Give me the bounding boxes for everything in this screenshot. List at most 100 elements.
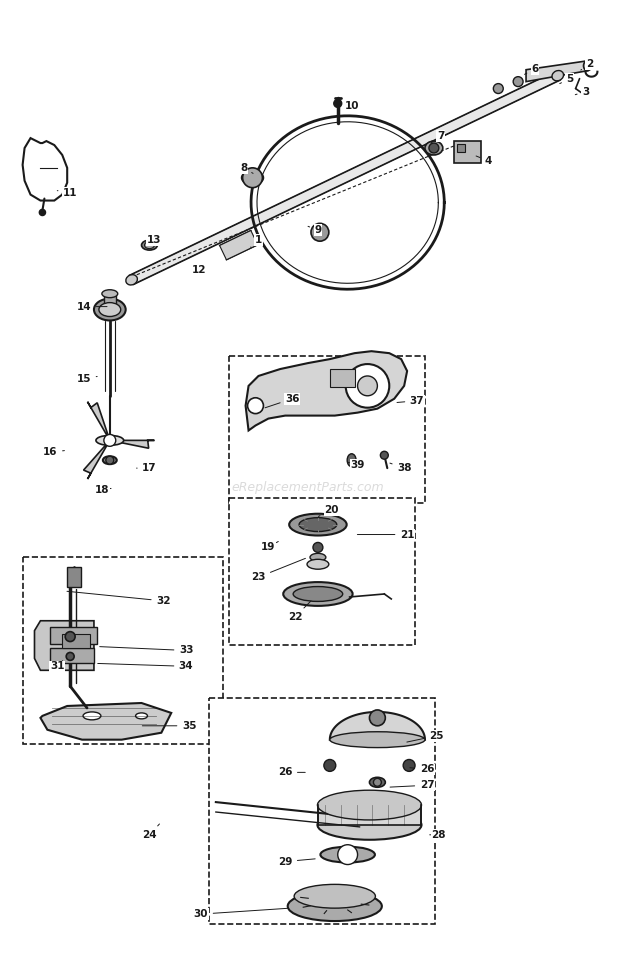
Ellipse shape bbox=[294, 884, 375, 908]
Ellipse shape bbox=[307, 559, 329, 569]
Bar bbox=[229, 356, 425, 503]
Ellipse shape bbox=[330, 732, 425, 748]
Text: 14: 14 bbox=[77, 302, 107, 311]
Polygon shape bbox=[50, 627, 97, 644]
Text: 32: 32 bbox=[67, 591, 170, 606]
Text: 10: 10 bbox=[338, 101, 359, 112]
Text: 6: 6 bbox=[525, 64, 539, 74]
Bar bbox=[330, 369, 355, 387]
Ellipse shape bbox=[283, 582, 353, 606]
Ellipse shape bbox=[102, 290, 118, 298]
Text: 27: 27 bbox=[390, 780, 434, 790]
Ellipse shape bbox=[288, 892, 382, 921]
Text: 9: 9 bbox=[308, 226, 322, 235]
Text: 5: 5 bbox=[560, 73, 574, 84]
Circle shape bbox=[65, 631, 75, 642]
Circle shape bbox=[429, 143, 439, 153]
Circle shape bbox=[66, 653, 74, 660]
Ellipse shape bbox=[242, 171, 264, 185]
Circle shape bbox=[334, 99, 342, 107]
Ellipse shape bbox=[370, 777, 385, 788]
Text: 28: 28 bbox=[430, 830, 446, 840]
Text: 37: 37 bbox=[397, 396, 424, 406]
Circle shape bbox=[494, 84, 503, 94]
Polygon shape bbox=[246, 351, 407, 431]
Text: 33: 33 bbox=[100, 646, 193, 656]
Text: 23: 23 bbox=[251, 558, 306, 582]
Bar bbox=[457, 144, 464, 152]
Bar bbox=[454, 141, 482, 163]
Text: 21: 21 bbox=[357, 529, 414, 540]
Text: 35: 35 bbox=[143, 721, 197, 731]
Text: 18: 18 bbox=[95, 485, 111, 495]
Polygon shape bbox=[22, 138, 67, 201]
Circle shape bbox=[513, 77, 523, 87]
Circle shape bbox=[242, 168, 262, 188]
Bar bbox=[67, 567, 81, 587]
Circle shape bbox=[338, 844, 358, 865]
Circle shape bbox=[313, 543, 323, 552]
Text: 4: 4 bbox=[476, 156, 492, 166]
Ellipse shape bbox=[126, 275, 138, 285]
Ellipse shape bbox=[347, 454, 356, 467]
Circle shape bbox=[346, 364, 389, 408]
Circle shape bbox=[104, 435, 116, 446]
Circle shape bbox=[403, 760, 415, 771]
Circle shape bbox=[373, 778, 381, 787]
Polygon shape bbox=[219, 230, 258, 259]
Bar bbox=[104, 294, 116, 308]
Ellipse shape bbox=[425, 141, 443, 155]
Text: 22: 22 bbox=[288, 601, 311, 622]
Text: 12: 12 bbox=[192, 265, 206, 275]
Ellipse shape bbox=[103, 456, 117, 464]
Text: 30: 30 bbox=[193, 908, 288, 919]
Text: 1: 1 bbox=[250, 235, 262, 247]
Bar bbox=[22, 557, 223, 743]
Polygon shape bbox=[40, 703, 171, 739]
Ellipse shape bbox=[141, 240, 157, 250]
Text: 3: 3 bbox=[575, 87, 589, 96]
Ellipse shape bbox=[96, 436, 123, 445]
Text: 7: 7 bbox=[431, 131, 445, 143]
Text: 34: 34 bbox=[98, 661, 193, 671]
Ellipse shape bbox=[293, 586, 343, 602]
Ellipse shape bbox=[552, 70, 564, 81]
Text: 26: 26 bbox=[278, 767, 305, 777]
Text: 19: 19 bbox=[261, 542, 278, 552]
Text: 26: 26 bbox=[410, 764, 434, 774]
Text: 36: 36 bbox=[265, 393, 299, 408]
Text: 31: 31 bbox=[50, 660, 64, 671]
Text: 17: 17 bbox=[136, 463, 157, 473]
Ellipse shape bbox=[317, 790, 422, 820]
Text: 16: 16 bbox=[43, 447, 64, 457]
Polygon shape bbox=[62, 633, 90, 649]
Polygon shape bbox=[130, 71, 560, 284]
Text: 24: 24 bbox=[142, 824, 159, 840]
Text: 39: 39 bbox=[348, 460, 365, 470]
Text: 15: 15 bbox=[77, 374, 97, 384]
Polygon shape bbox=[50, 649, 94, 663]
Polygon shape bbox=[318, 805, 421, 825]
Circle shape bbox=[380, 451, 388, 459]
Circle shape bbox=[370, 710, 385, 726]
Ellipse shape bbox=[317, 810, 422, 840]
Polygon shape bbox=[110, 441, 154, 448]
Ellipse shape bbox=[321, 846, 375, 863]
Ellipse shape bbox=[136, 713, 148, 719]
Circle shape bbox=[40, 209, 45, 215]
Ellipse shape bbox=[310, 553, 326, 561]
Ellipse shape bbox=[299, 518, 337, 531]
Text: 20: 20 bbox=[319, 505, 339, 517]
Circle shape bbox=[358, 376, 378, 396]
Polygon shape bbox=[35, 621, 94, 670]
Text: 11: 11 bbox=[57, 188, 78, 198]
Text: 38: 38 bbox=[390, 463, 412, 473]
Circle shape bbox=[247, 398, 264, 414]
Circle shape bbox=[324, 760, 336, 771]
Text: 25: 25 bbox=[407, 731, 444, 742]
Ellipse shape bbox=[583, 61, 591, 70]
Text: 8: 8 bbox=[240, 163, 253, 174]
Circle shape bbox=[311, 224, 329, 241]
Polygon shape bbox=[526, 61, 588, 82]
Bar bbox=[229, 497, 415, 645]
